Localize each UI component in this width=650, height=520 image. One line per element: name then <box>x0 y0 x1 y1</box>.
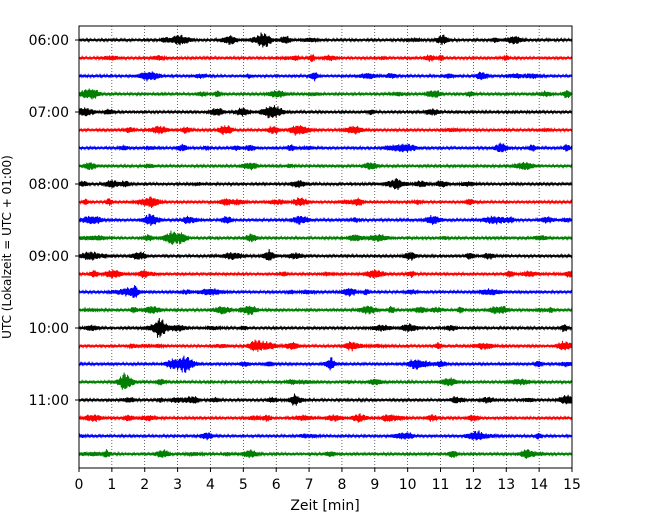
trace-0700 <box>78 105 573 119</box>
plot-background <box>79 26 572 468</box>
trace-1045 <box>78 372 573 390</box>
trace-0600 <box>78 32 573 48</box>
x-tick-label-11: 11 <box>432 477 450 493</box>
trace-0915 <box>78 269 573 279</box>
y-tick-label-09:00: 09:00 <box>29 249 69 265</box>
x-tick-label-6: 6 <box>272 477 281 493</box>
x-tick-label-12: 12 <box>464 477 482 493</box>
x-tick-label-8: 8 <box>337 477 346 493</box>
x-tick-label-2: 2 <box>140 477 149 493</box>
x-tick-label-5: 5 <box>239 477 248 493</box>
trace-0615 <box>78 54 573 63</box>
trace-0930 <box>78 285 573 298</box>
seismogram-traces <box>78 32 573 459</box>
x-tick-label-4: 4 <box>206 477 215 493</box>
x-tick-label-15: 15 <box>563 477 581 493</box>
y-axis-label: UTC (Lokalzeit = UTC + 01:00) <box>0 155 14 339</box>
trace-1145 <box>78 449 573 459</box>
trace-0945 <box>78 305 573 316</box>
trace-1130 <box>78 430 573 441</box>
trace-0645 <box>78 88 573 100</box>
x-tick-label-9: 9 <box>370 477 379 493</box>
y-tick-label-10:00: 10:00 <box>29 321 69 337</box>
x-tick-label-3: 3 <box>173 477 182 493</box>
trace-1000 <box>78 317 573 338</box>
trace-0815 <box>78 196 573 209</box>
trace-0900 <box>78 249 573 261</box>
plot-frame <box>78 25 573 469</box>
x-tick-label-1: 1 <box>107 477 116 493</box>
x-tick-label-13: 13 <box>497 477 515 493</box>
x-tick-label-14: 14 <box>530 477 548 493</box>
trace-0845 <box>78 230 573 245</box>
trace-1115 <box>78 413 573 423</box>
y-axis-ticks: 06:00 07:00 08:00 09:00 10:00 11:00 <box>29 33 79 409</box>
trace-0730 <box>78 142 573 153</box>
x-tick-label-7: 7 <box>305 477 314 493</box>
y-tick-label-06:00: 06:00 <box>29 33 69 49</box>
x-tick-label-10: 10 <box>399 477 417 493</box>
x-axis-label: Zeit [min] <box>290 498 359 514</box>
y-tick-label-08:00: 08:00 <box>29 177 69 193</box>
trace-0745 <box>78 161 573 171</box>
trace-0830 <box>78 213 573 226</box>
y-tick-label-11:00: 11:00 <box>29 393 69 409</box>
trace-1100 <box>78 393 573 406</box>
trace-1030 <box>78 355 573 373</box>
trace-1015 <box>78 339 573 352</box>
y-tick-label-07:00: 07:00 <box>29 105 69 121</box>
x-tick-label-0: 0 <box>75 477 84 493</box>
trace-0630 <box>78 71 573 82</box>
trace-0715 <box>78 125 573 136</box>
x-axis-ticks: 0 1 2 3 4 5 6 7 8 9 10 11 12 13 14 15 <box>75 468 581 493</box>
trace-0800 <box>78 178 573 191</box>
